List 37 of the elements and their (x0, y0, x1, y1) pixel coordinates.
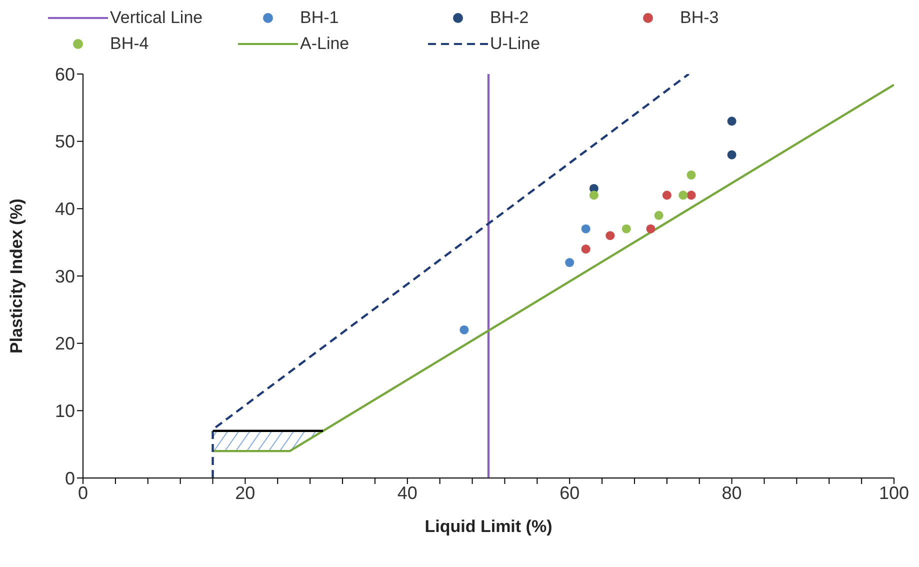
point (581, 224, 590, 234)
x-tick-label: 100 (878, 482, 910, 503)
x-tick-label: 20 (235, 482, 256, 503)
y-tick-label: 20 (54, 334, 75, 354)
x-tick-label: 60 (560, 482, 580, 503)
x-axis-title: Liquid Limit (%) (424, 517, 552, 536)
y-tick-label: 60 (54, 64, 75, 84)
legend-label: BH-4 (110, 34, 149, 54)
point (686, 170, 696, 180)
y-tick-label: 0 (64, 468, 75, 488)
point (565, 258, 574, 268)
y-tick-label: 10 (54, 401, 75, 422)
point (460, 325, 469, 334)
y-axis-title: Plasticity Index (%) (7, 198, 26, 354)
point (654, 210, 664, 220)
legend-label: BH-3 (680, 8, 719, 28)
y-tick-label: 50 (54, 132, 75, 152)
point (727, 116, 736, 126)
point (662, 190, 672, 200)
x-tick-label: 0 (78, 482, 88, 503)
y-tick-label: 40 (54, 199, 75, 220)
point (686, 190, 696, 200)
point (727, 150, 736, 160)
legend-label: A-Line (300, 34, 350, 54)
point (581, 244, 590, 254)
point (646, 224, 656, 234)
legend-label: Vertical Line (110, 8, 203, 28)
legend-label: BH-1 (300, 8, 339, 28)
point (589, 190, 598, 200)
legend-label: BH-2 (490, 8, 529, 28)
point (622, 224, 631, 234)
x-tick-label: 80 (722, 482, 742, 503)
x-tick-label: 40 (397, 482, 418, 503)
y-tick-label: 30 (54, 266, 75, 286)
legend-label: U-Line (490, 34, 540, 54)
point (678, 190, 688, 200)
point (606, 231, 615, 240)
